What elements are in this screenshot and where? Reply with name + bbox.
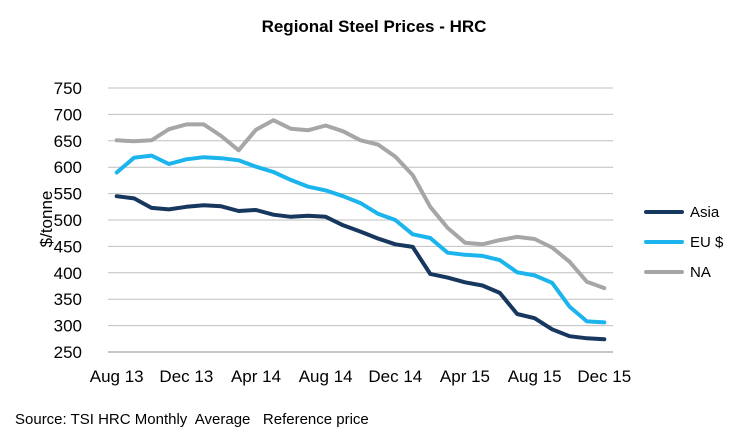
y-tick-label: 550 bbox=[54, 185, 82, 204]
chart-title: Regional Steel Prices - HRC bbox=[262, 17, 487, 36]
y-tick-label: 750 bbox=[54, 79, 82, 98]
y-tick-label: 350 bbox=[54, 290, 82, 309]
series-line-na bbox=[114, 118, 607, 291]
legend: Asia EU $ NA bbox=[644, 204, 724, 281]
x-tick-label: Aug 15 bbox=[508, 367, 562, 386]
x-tick-label: Dec 13 bbox=[159, 367, 213, 386]
y-tick-label: 300 bbox=[54, 317, 82, 336]
x-tick-label: Aug 13 bbox=[90, 367, 144, 386]
y-tick-label: 400 bbox=[54, 264, 82, 283]
source-note: Source: TSI HRC Monthly Average Referenc… bbox=[15, 411, 369, 428]
legend-label: NA bbox=[690, 264, 711, 281]
series-line-asia bbox=[114, 194, 607, 342]
legend-label: Asia bbox=[690, 204, 720, 221]
y-axis-ticks: 250 300 350 400 450 500 550 600 650 700 750 bbox=[54, 79, 82, 362]
y-axis-label: $/tonne bbox=[37, 191, 56, 248]
x-tick-label: Aug 14 bbox=[299, 367, 353, 386]
y-tick-label: 700 bbox=[54, 105, 82, 124]
x-tick-label: Apr 15 bbox=[440, 367, 490, 386]
series-lines bbox=[114, 118, 607, 342]
y-tick-label: 500 bbox=[54, 211, 82, 230]
x-tick-label: Apr 14 bbox=[231, 367, 281, 386]
gridlines bbox=[108, 87, 613, 353]
y-tick-label: 650 bbox=[54, 132, 82, 151]
y-tick-label: 250 bbox=[54, 343, 82, 362]
series-line-eu bbox=[114, 153, 607, 325]
y-tick-label: 450 bbox=[54, 237, 82, 256]
x-tick-label: Dec 15 bbox=[577, 367, 631, 386]
x-tick-label: Dec 14 bbox=[368, 367, 422, 386]
legend-label: EU $ bbox=[690, 234, 724, 251]
y-tick-label: 600 bbox=[54, 158, 82, 177]
x-axis-ticks: Aug 13 Dec 13 Apr 14 Aug 14 Dec 14 Apr 15 Aug … bbox=[90, 367, 631, 386]
